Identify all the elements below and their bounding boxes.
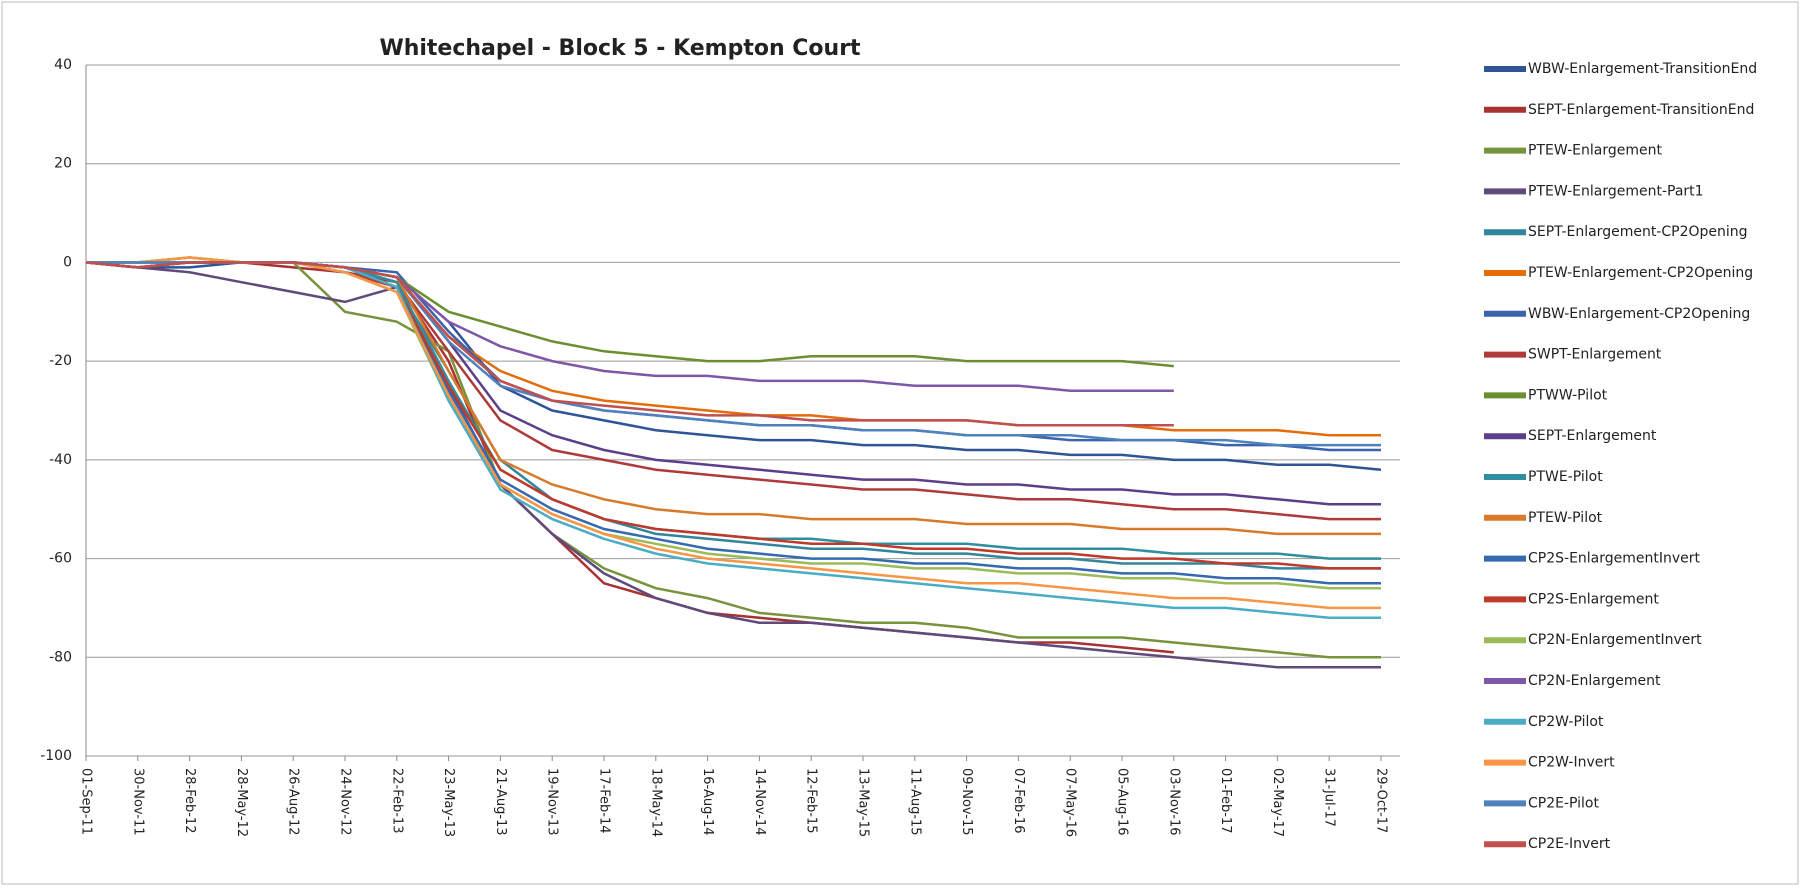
y-tick-label: 20	[54, 156, 72, 172]
x-tick-label: 28-May-12	[234, 768, 249, 837]
x-tick-label: 31-Jul-17	[1322, 768, 1337, 827]
y-tick-label: -60	[49, 551, 72, 567]
legend-label: SEPT-Enlargement-TransitionEnd	[1528, 102, 1754, 118]
chart-title: Whitechapel - Block 5 - Kempton Court	[379, 36, 861, 61]
x-tick-label: 07-Feb-16	[1011, 768, 1026, 833]
legend-label: WBW-Enlargement-TransitionEnd	[1528, 61, 1757, 77]
legend-label: CP2S-EnlargementInvert	[1528, 551, 1701, 567]
legend-label: PTEW-Pilot	[1528, 510, 1603, 526]
x-tick-label: 12-Feb-15	[804, 768, 819, 833]
x-tick-label: 30-Nov-11	[130, 768, 145, 836]
series-line	[85, 261, 1381, 669]
legend-label: CP2S-Enlargement	[1528, 591, 1659, 607]
y-tick-label: -80	[49, 649, 72, 665]
x-tick-label: 05-Aug-16	[1115, 768, 1130, 836]
legend-label: SEPT-Enlargement-CP2Opening	[1528, 224, 1748, 240]
legend-label: CP2N-Enlargement	[1528, 673, 1661, 689]
x-tick-label: 21-Aug-13	[493, 768, 508, 836]
legend-label: PTWW-Pilot	[1528, 387, 1608, 403]
legend-label: PTEW-Enlargement-Part1	[1528, 183, 1704, 199]
legend-label: WBW-Enlargement-CP2Opening	[1528, 306, 1750, 322]
y-tick-label: 40	[54, 57, 72, 73]
x-tick-label: 01-Sep-11	[79, 768, 94, 835]
x-tick-label: 02-May-17	[1270, 768, 1285, 837]
legend-label: SEPT-Enlargement	[1528, 428, 1657, 444]
x-tick-label: 19-Nov-13	[545, 768, 560, 836]
x-tick-label: 26-Aug-12	[286, 768, 301, 836]
legend-label: CP2E-Pilot	[1528, 795, 1600, 811]
x-tick-label: 03-Nov-16	[1166, 768, 1181, 836]
series-line	[85, 261, 1174, 427]
x-tick-label: 11-Aug-15	[907, 768, 922, 836]
x-tick-label: 14-Nov-14	[752, 768, 767, 836]
x-tick-label: 09-Nov-15	[959, 768, 974, 836]
y-tick-label: 0	[63, 254, 72, 270]
x-tick-label: 07-May-16	[1063, 768, 1078, 837]
legend-label: CP2W-Invert	[1528, 755, 1615, 771]
x-tick-label: 01-Feb-17	[1218, 768, 1233, 833]
legend-label: PTEW-Enlargement-CP2Opening	[1528, 265, 1753, 281]
y-tick-label: -100	[40, 748, 72, 764]
legend-label: CP2E-Invert	[1528, 836, 1611, 852]
x-tick-label: 28-Feb-12	[182, 768, 197, 833]
x-tick-label: 16-Aug-14	[700, 768, 715, 836]
y-tick-label: -40	[49, 452, 72, 468]
x-tick-label: 17-Feb-14	[597, 768, 612, 833]
legend-label: PTEW-Enlargement	[1528, 143, 1662, 159]
x-tick-label: 13-May-15	[856, 768, 871, 837]
legend-label: SWPT-Enlargement	[1528, 347, 1662, 363]
x-tick-label: 22-Feb-13	[389, 768, 404, 833]
legend-label: CP2N-EnlargementInvert	[1528, 632, 1702, 648]
x-tick-label: 29-Oct-17	[1374, 768, 1389, 833]
y-tick-label: -20	[49, 353, 72, 369]
legend-label: PTWE-Pilot	[1528, 469, 1603, 485]
x-tick-label: 18-May-14	[648, 768, 663, 837]
legend-label: CP2W-Pilot	[1528, 714, 1604, 730]
series-line	[86, 256, 1381, 659]
x-tick-label: 24-Nov-12	[338, 768, 353, 836]
x-tick-label: 23-May-13	[441, 768, 456, 837]
